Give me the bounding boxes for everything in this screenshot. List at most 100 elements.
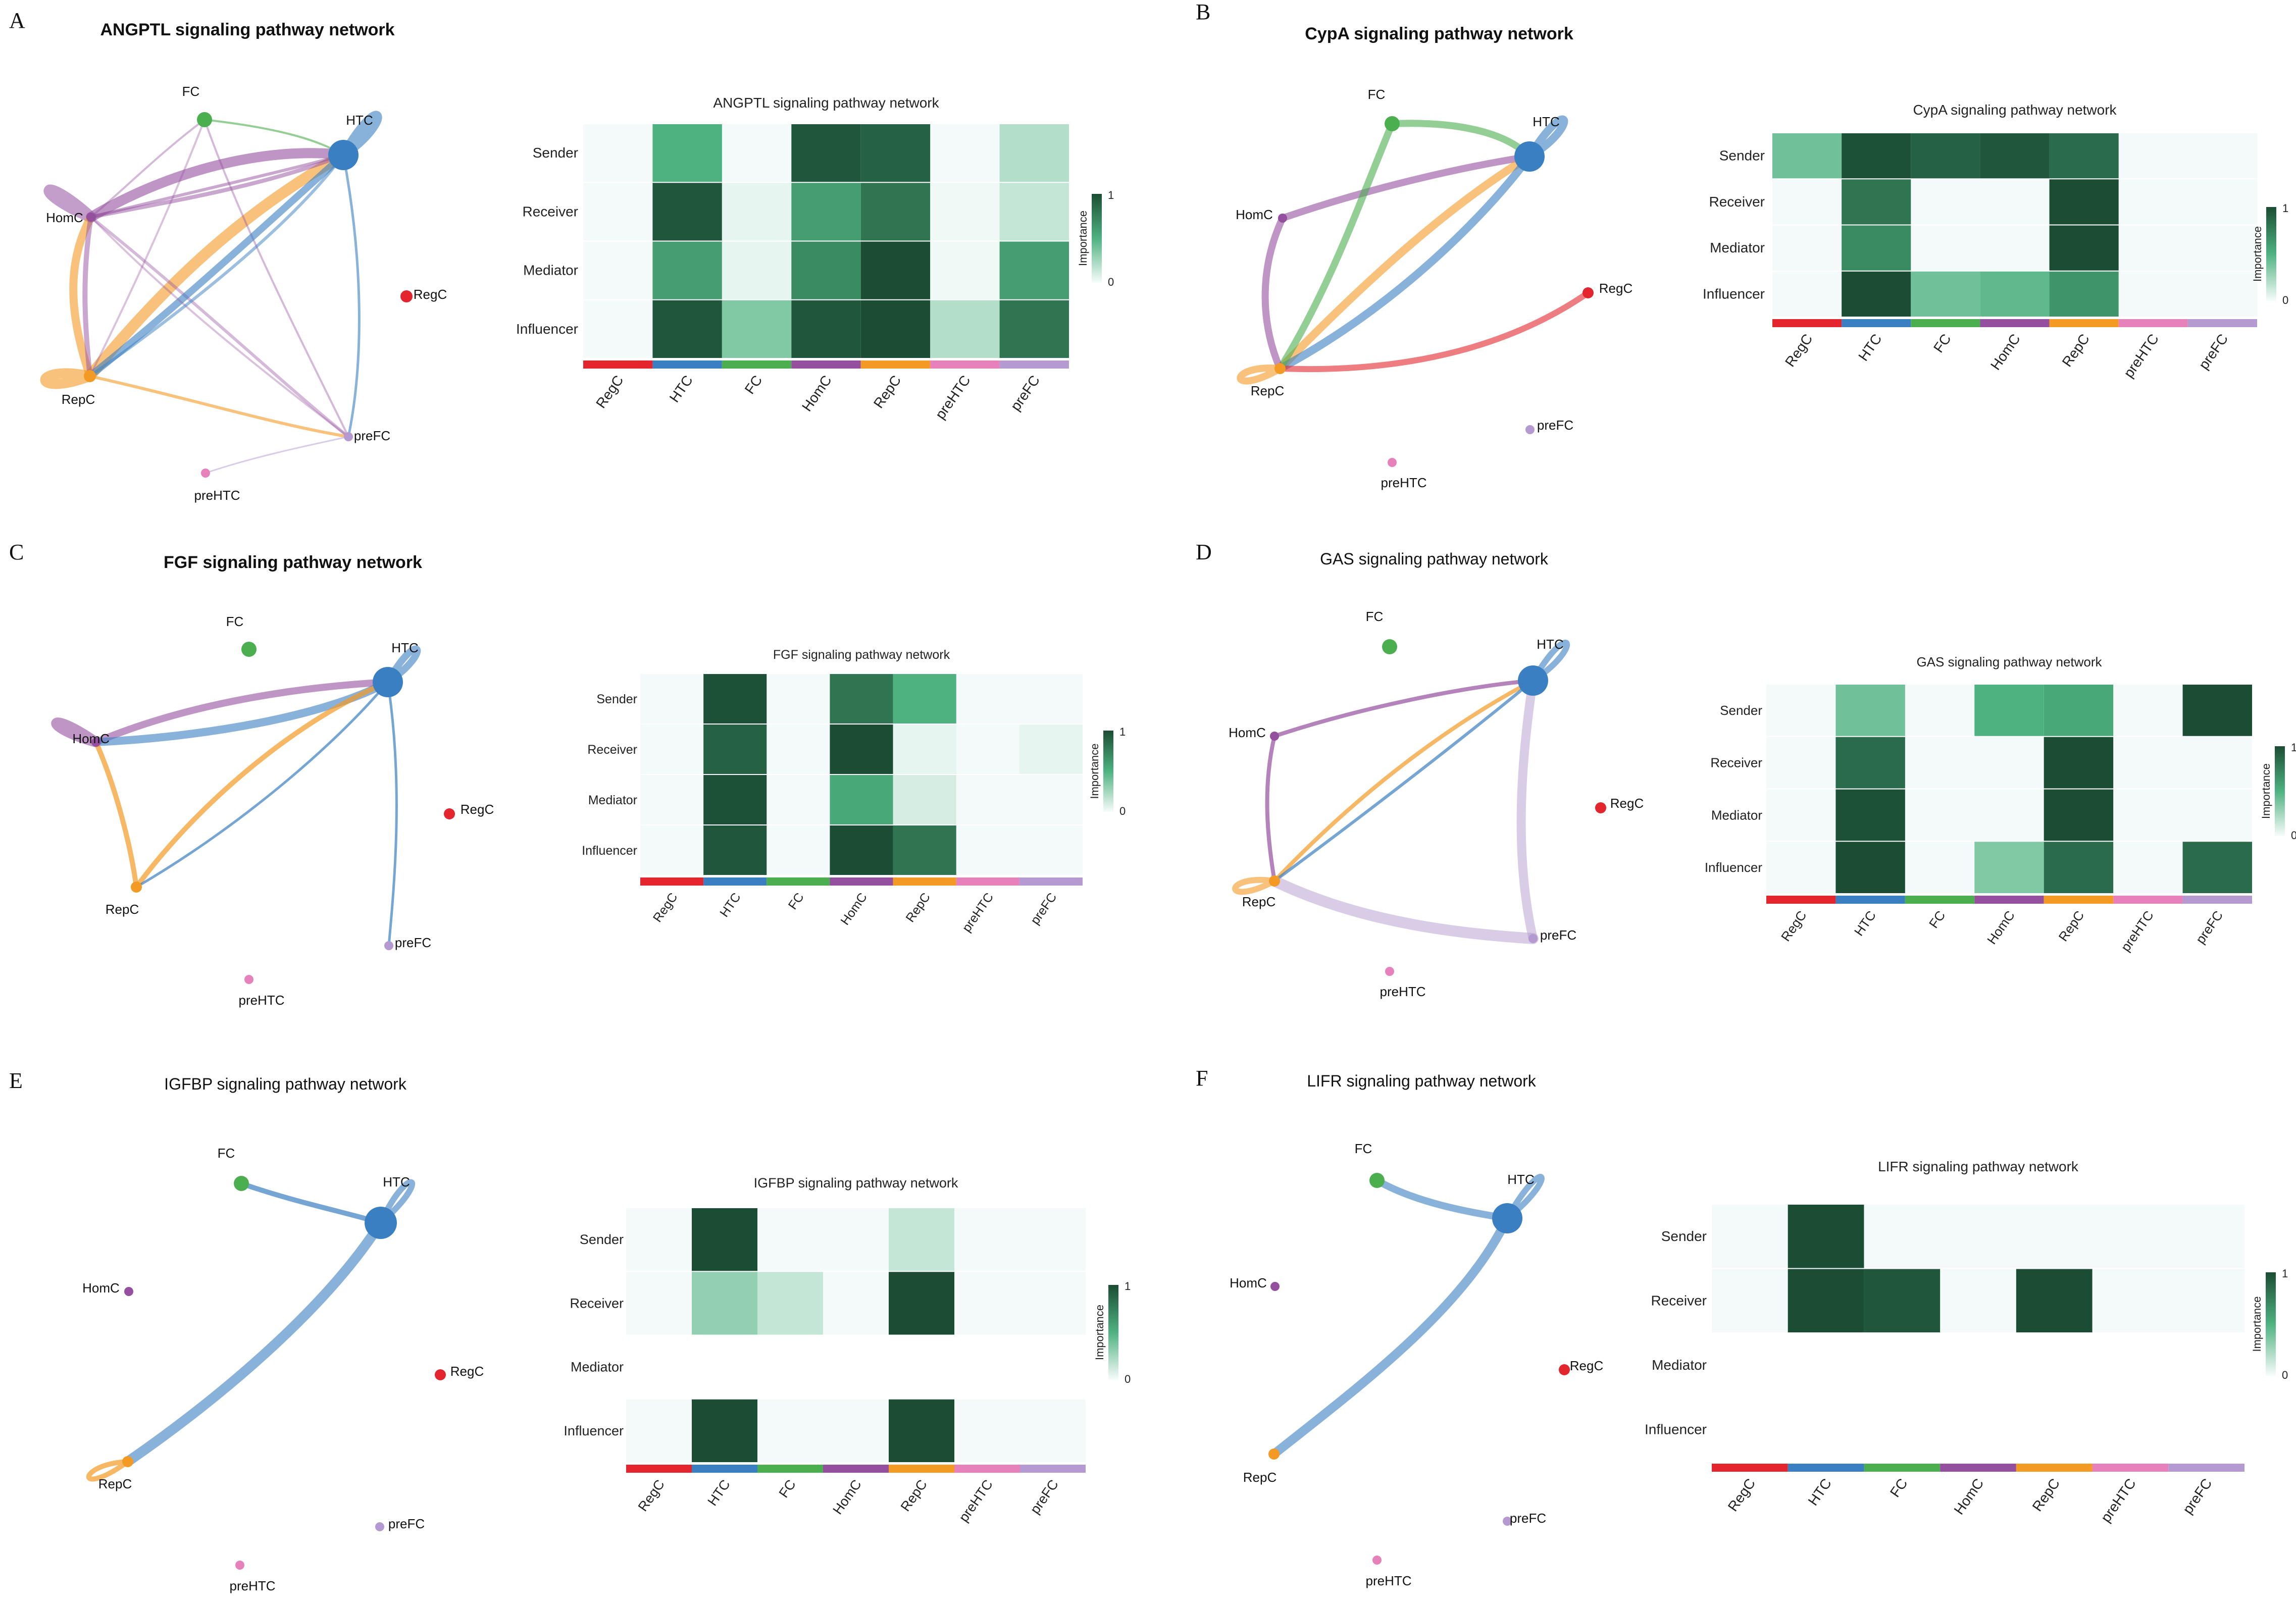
row-label: Mediator [588,793,637,807]
network-edge [1504,1174,1545,1221]
node-FC [234,1176,249,1191]
network-edge [1277,290,1591,373]
node-label-FC: FC [1366,609,1384,624]
network-edge [205,436,349,474]
column-label: preHTC [2121,331,2162,381]
network-edge [1276,152,1534,373]
node-FC [197,112,212,127]
heatmap-cell [1835,789,1905,841]
row-label: Mediator [1710,240,1765,255]
node-label-RegC: RegC [461,802,494,817]
row-label: Influencer [564,1423,624,1438]
panel-letter: F [1196,1066,1208,1091]
row-label: Sender [1661,1228,1707,1244]
node-label-FC: FC [182,84,200,99]
node-HTC [328,140,359,170]
heatmap-cell [1788,1269,1864,1332]
node-label-FC: FC [218,1146,235,1161]
column-label: RegC [650,890,681,924]
panel-D: D GAS signaling pathway network FC HTC HomC R… [1196,540,2296,999]
heatmap-cell [2182,842,2252,893]
heatmap-cell [1842,271,1911,317]
node-FC [241,642,257,657]
network-edge [82,215,93,379]
node-label-FC: FC [1368,87,1386,102]
group-color-bar [930,360,1000,369]
colorbar-label: Importance [1093,1305,1106,1360]
colorbar-gradient [2266,207,2276,301]
group-color-bar [893,877,956,886]
panel-B: B CypA signaling pathway network FC HTC HomC… [1196,0,2288,490]
heatmap-empty-row [1712,1397,2244,1462]
row-label: Sender [596,692,637,706]
heatmap-cell [893,725,956,774]
colorbar-label: Importance [1088,743,1101,799]
row-label: Influencer [582,844,637,858]
column-label: preFC [2180,1476,2215,1517]
network-edge [89,153,345,219]
column-label: preHTC [932,373,974,422]
heatmap: GAS signaling pathway network Sender Recei… [1705,654,2252,954]
group-color-bar [1940,1464,2016,1472]
group-color-bar [999,360,1069,369]
heatmap-cell [652,124,722,182]
group-color-bar [767,877,830,886]
network-edge [92,678,392,746]
node-label-HomC: HomC [1236,207,1273,222]
row-label: Receiver [1709,194,1765,210]
importance-colorbar: 1 0 Importance [1077,189,1114,288]
heatmap-cell [757,1272,823,1335]
network-edge [1525,115,1568,161]
group-color-bar [1980,319,2050,327]
heatmap-cell [830,725,893,774]
network-edge [1373,1177,1511,1222]
node-HomC [86,213,95,222]
heatmap-cell [999,300,1069,358]
node-label-preHTC: preHTC [229,1578,275,1593]
colorbar-min: 0 [2282,294,2288,306]
node-label-RegC: RegC [1610,796,1644,811]
network-edge [88,375,350,438]
network-edge [1261,215,1286,372]
panel-F: F LIFR signaling pathway network FC HTC HomC… [1196,1066,2288,1588]
row-label: Influencer [1705,860,1763,875]
colorbar-gradient [2275,746,2285,836]
node-label-preHTC: preHTC [238,993,284,1008]
network-edge [1269,875,1539,944]
group-color-bar [1911,319,1980,327]
heatmap-title: IGFBP signaling pathway network [754,1175,958,1191]
network-edge [89,119,206,377]
heatmap-cell [930,300,1000,358]
heatmap-cell [722,183,792,241]
node-label-preHTC: preHTC [1380,984,1425,999]
colorbar-min: 0 [2282,1369,2288,1381]
node-preFC [1525,425,1535,434]
heatmap: FGF signaling pathway network Sender Recei… [582,648,1083,935]
column-label: preHTC [2098,1476,2139,1525]
group-color-bar [2044,896,2114,904]
column-label: RepC [2029,1476,2063,1514]
column-label: preFC [1028,890,1060,927]
heatmap-cell [692,1272,757,1335]
node-RepC [1269,875,1280,887]
colorbar-gradient [1103,731,1113,812]
node-label-HomC: HomC [46,210,83,225]
heatmap-cell [1772,133,1842,179]
network-edges [86,1179,416,1482]
network-edge [92,679,391,746]
node-label-RegC: RegC [1570,1358,1603,1373]
column-label: HTC [1855,331,1884,364]
column-label: RegC [1778,908,1810,944]
column-label: HomC [799,373,835,415]
node-label-HTC: HTC [391,640,418,655]
panel-letter: E [9,1068,23,1093]
heatmap: LIFR signaling pathway network Sender Rece… [1645,1159,2244,1525]
heatmap-cell [1864,1269,1941,1332]
heatmap-cell [1835,842,1905,893]
heatmap-cell [1835,685,1905,736]
network-edge [342,153,361,438]
column-label: HTC [705,1477,733,1509]
heatmap-cell [860,300,931,358]
heatmap-cell [2016,1269,2093,1332]
